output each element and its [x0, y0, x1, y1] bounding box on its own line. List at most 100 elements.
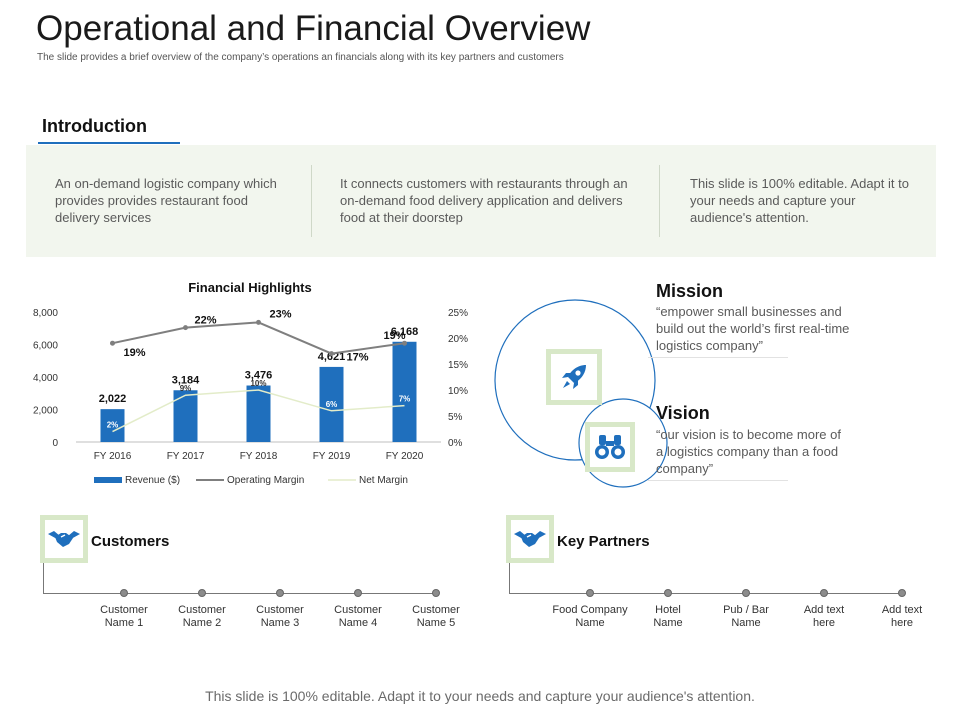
y-right-tick-label: 5% [448, 412, 463, 423]
customer-name-line: Customer [412, 604, 460, 616]
operating-margin-label: 23% [269, 308, 291, 320]
operating-margin-label: 22% [194, 315, 216, 327]
customer-name: Customer Name 5 [396, 604, 476, 630]
partner-name-line: Pub / Bar [723, 604, 769, 616]
partner-name-line: Name [731, 617, 761, 629]
customer-name-line: Customer [334, 604, 382, 616]
partner-name: Add text here [784, 604, 864, 630]
customer-name-line: Name 1 [104, 617, 144, 629]
x-tick-label: FY 2017 [167, 451, 205, 462]
partner-name-line: Food Company [552, 604, 628, 616]
y-left-tick-label: 6,000 [33, 341, 58, 352]
rocket-icon [546, 349, 602, 405]
revenue-data-label: 6,168 [391, 326, 419, 338]
binoculars-icon [585, 422, 635, 472]
customer-name-line: Customer [100, 604, 148, 616]
partner-name: Hotel Name [628, 604, 708, 630]
x-tick-label: FY 2016 [94, 451, 132, 462]
partner-node [742, 589, 750, 597]
customer-node [432, 589, 440, 597]
y-left-tick-label: 0 [52, 438, 58, 449]
chart-canvas: Financial Highlights 0 2,000 4,000 6,000 8,00… [33, 280, 468, 486]
y-right-tick-label: 15% [448, 360, 468, 371]
revenue-bar [246, 385, 271, 442]
partner-name-line: Add text [803, 604, 845, 616]
revenue-bar [100, 409, 125, 442]
partners-handshake-icon [506, 515, 554, 563]
vision-text: “our vision is to become more of a logis… [656, 427, 841, 476]
revenue-data-label: 3,476 [245, 370, 273, 382]
operating-margin-point [183, 325, 188, 331]
vision-divider [648, 480, 788, 481]
customer-name-line: Name 5 [416, 617, 456, 629]
page-subtitle: The slide provides a brief overview of t… [37, 52, 564, 63]
y-right-tick-label: 20% [448, 334, 468, 345]
operating-margin-label: 17% [346, 352, 368, 364]
partner-name-line: Add text [881, 604, 923, 616]
customers-title: Customers [91, 533, 170, 550]
customer-name-line: Name 4 [338, 617, 378, 629]
intro-text-3: This slide is 100% editable. Adapt it to… [690, 176, 909, 225]
net-margin-line [112, 389, 405, 433]
intro-text-2: It connects customers with restaurants t… [340, 176, 628, 225]
partners-title: Key Partners [557, 533, 650, 550]
vision-title: Vision [656, 403, 710, 423]
operating-margin-point [329, 351, 334, 357]
partners-tree-stem [509, 563, 510, 593]
y-right-tick-label: 0% [448, 438, 463, 449]
net-margin-label: 2% [107, 421, 119, 430]
x-tick-label: FY 2020 [386, 451, 424, 462]
operating-margin-label: 19% [383, 330, 405, 342]
footer-note: This slide is 100% editable. Adapt it to… [205, 688, 755, 704]
customers-tree-stem [43, 563, 44, 593]
customer-node [198, 589, 206, 597]
mission-circle [494, 299, 656, 461]
net-margin-label: 10% [250, 379, 266, 388]
revenue-bar [173, 390, 198, 442]
partner-node [586, 589, 594, 597]
y-left-tick-label: 4,000 [33, 373, 58, 384]
operating-margin-point [110, 340, 115, 346]
operating-margin-label: 19% [123, 347, 145, 359]
partner-name-line: here [890, 617, 914, 629]
introduction-heading: Introduction [42, 116, 147, 136]
revenue-data-label: 3,184 [172, 374, 200, 386]
legend-operating-label: Operating Margin [227, 475, 304, 486]
partner-name-line: Name [653, 617, 683, 629]
mission-divider [648, 357, 788, 358]
customer-name: Customer Name 4 [318, 604, 398, 630]
legend-revenue-swatch [94, 477, 122, 483]
operating-margin-point [256, 319, 261, 325]
net-margin-label: 6% [326, 400, 338, 409]
intro-text-1: An on-demand logistic company which prov… [55, 176, 277, 225]
customer-node [354, 589, 362, 597]
partners-tree-line [509, 593, 904, 594]
heading-underline [38, 142, 180, 144]
mission-title: Mission [656, 281, 724, 301]
intro-divider [311, 165, 312, 237]
customer-name-line: Name 3 [260, 617, 300, 629]
customer-node [120, 589, 128, 597]
page-title: Operational and Financial Overview [36, 9, 591, 48]
chart-title: Financial Highlights [188, 280, 312, 295]
financial-highlights-chart: Financial Highlights 0 2,000 4,000 6,000 8,00… [26, 270, 486, 500]
net-margin-label: 9% [180, 384, 192, 393]
legend-net-label: Net Margin [359, 475, 408, 486]
partner-name: Add text here [862, 604, 942, 630]
partner-name-line: Name [575, 617, 605, 629]
operating-margin-point [402, 340, 407, 346]
customer-name-line: Customer [178, 604, 226, 616]
customer-node [276, 589, 284, 597]
customer-name-line: Name 2 [182, 617, 222, 629]
partner-node [820, 589, 828, 597]
y-left-tick-label: 2,000 [33, 406, 58, 417]
revenue-data-label: 4,621 [318, 351, 346, 363]
customer-name-line: Customer [256, 604, 304, 616]
partner-name: Pub / Bar Name [706, 604, 786, 630]
introduction-panel: An on-demand logistic company which prov… [26, 145, 936, 257]
x-tick-label: FY 2019 [313, 451, 351, 462]
customer-name: Customer Name 3 [240, 604, 320, 630]
customer-name: Customer Name 1 [84, 604, 164, 630]
partner-name: Food Company Name [550, 604, 630, 630]
legend-revenue-label: Revenue ($) [125, 475, 180, 486]
